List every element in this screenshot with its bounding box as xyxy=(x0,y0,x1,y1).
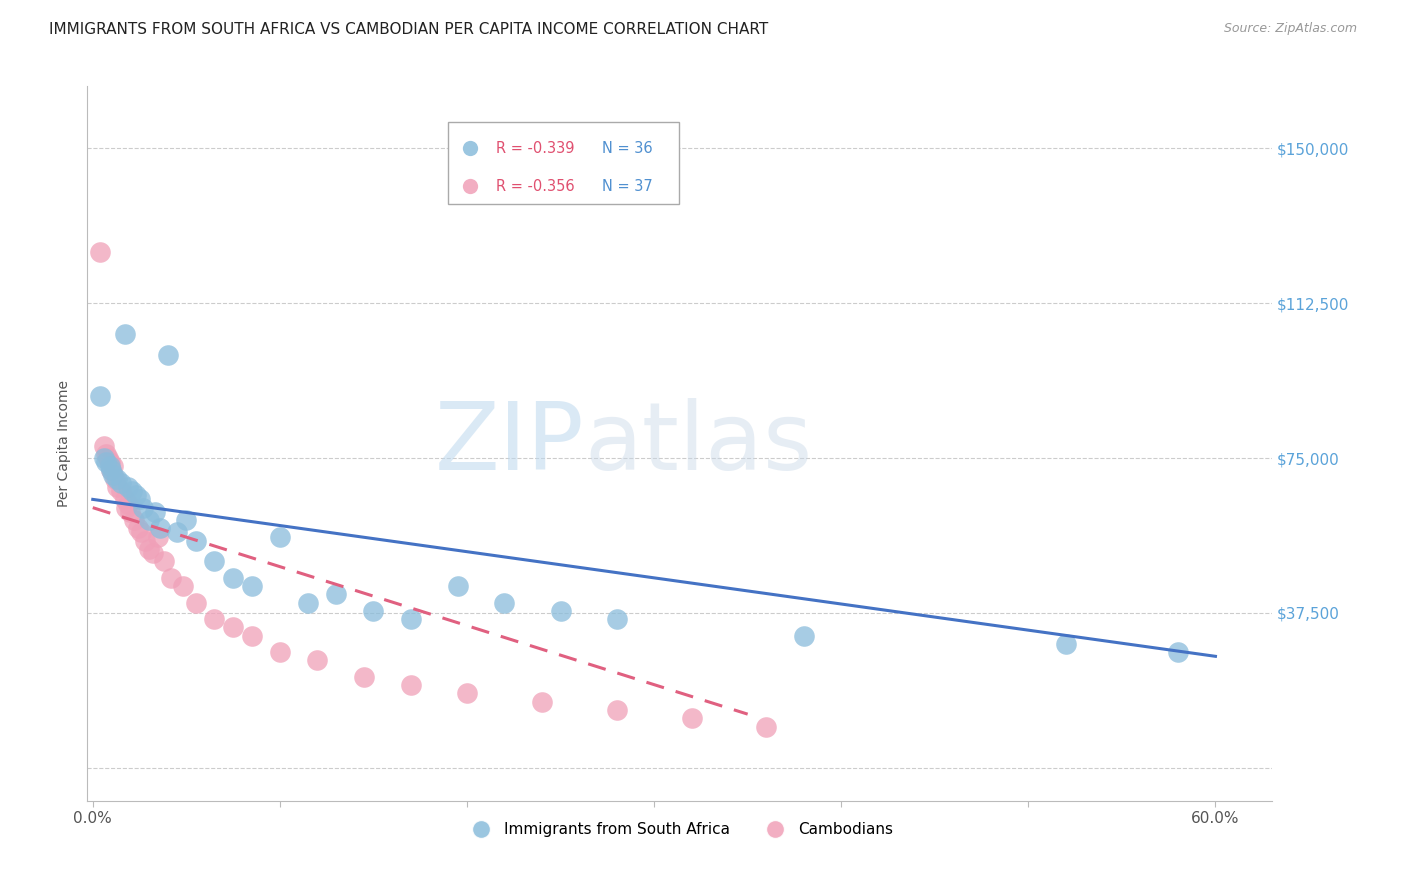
Point xyxy=(606,703,628,717)
Point xyxy=(103,467,125,482)
Point xyxy=(353,670,375,684)
Point xyxy=(110,484,132,499)
Point xyxy=(184,596,207,610)
Legend: Immigrants from South Africa, Cambodians: Immigrants from South Africa, Cambodians xyxy=(460,816,900,843)
Point xyxy=(127,521,149,535)
Point xyxy=(94,455,117,469)
Text: R = -0.356: R = -0.356 xyxy=(496,178,575,194)
Point xyxy=(184,533,207,548)
Point xyxy=(120,505,142,519)
Point xyxy=(681,711,703,725)
Point xyxy=(222,571,245,585)
Point xyxy=(606,612,628,626)
Point xyxy=(325,587,347,601)
Point xyxy=(446,579,468,593)
Point xyxy=(105,480,128,494)
Point xyxy=(125,488,148,502)
Point xyxy=(755,720,778,734)
Point xyxy=(297,596,319,610)
Point xyxy=(134,533,156,548)
Point xyxy=(222,620,245,634)
Point xyxy=(132,500,155,515)
Point xyxy=(89,389,111,403)
Text: atlas: atlas xyxy=(585,398,813,490)
Point xyxy=(202,612,225,626)
FancyBboxPatch shape xyxy=(449,122,679,204)
Point xyxy=(153,554,176,568)
Point xyxy=(1167,645,1189,659)
Point xyxy=(793,629,815,643)
Point xyxy=(97,451,120,466)
Point xyxy=(160,571,183,585)
Point xyxy=(149,521,172,535)
Point xyxy=(98,455,121,469)
Point xyxy=(105,472,128,486)
Point xyxy=(110,475,132,490)
Point xyxy=(93,439,115,453)
Point xyxy=(89,244,111,259)
Point xyxy=(114,327,136,342)
Text: Source: ZipAtlas.com: Source: ZipAtlas.com xyxy=(1223,22,1357,36)
Point xyxy=(456,686,478,700)
Point xyxy=(176,513,198,527)
Point xyxy=(98,459,121,474)
Point xyxy=(131,525,153,540)
Point xyxy=(100,463,122,477)
Point xyxy=(399,612,422,626)
Y-axis label: Per Capita Income: Per Capita Income xyxy=(58,380,72,508)
Point xyxy=(115,500,138,515)
Text: IMMIGRANTS FROM SOUTH AFRICA VS CAMBODIAN PER CAPITA INCOME CORRELATION CHART: IMMIGRANTS FROM SOUTH AFRICA VS CAMBODIA… xyxy=(49,22,769,37)
Text: R = -0.339: R = -0.339 xyxy=(496,141,574,156)
Point xyxy=(103,459,125,474)
Point xyxy=(156,348,179,362)
Text: ZIP: ZIP xyxy=(434,398,585,490)
Point xyxy=(148,530,170,544)
Point xyxy=(399,678,422,692)
Point xyxy=(142,546,165,560)
Point xyxy=(138,541,160,556)
Point xyxy=(117,496,139,510)
Text: N = 37: N = 37 xyxy=(602,178,654,194)
Point xyxy=(307,653,329,667)
Point xyxy=(138,513,160,527)
Point xyxy=(269,530,291,544)
Point xyxy=(104,472,127,486)
Point xyxy=(93,451,115,466)
Point xyxy=(117,480,139,494)
Point xyxy=(269,645,291,659)
Point xyxy=(114,492,136,507)
Point xyxy=(121,484,143,499)
Text: N = 36: N = 36 xyxy=(602,141,652,156)
Point xyxy=(202,554,225,568)
Point xyxy=(122,513,145,527)
Point xyxy=(94,447,117,461)
Point xyxy=(530,695,553,709)
Point xyxy=(172,579,194,593)
Point xyxy=(550,604,572,618)
Point xyxy=(240,629,263,643)
Point xyxy=(1054,637,1077,651)
Point xyxy=(100,463,122,477)
Point xyxy=(128,492,150,507)
Point xyxy=(166,525,188,540)
Point xyxy=(143,505,166,519)
Point xyxy=(363,604,385,618)
Point xyxy=(240,579,263,593)
Point xyxy=(494,596,516,610)
